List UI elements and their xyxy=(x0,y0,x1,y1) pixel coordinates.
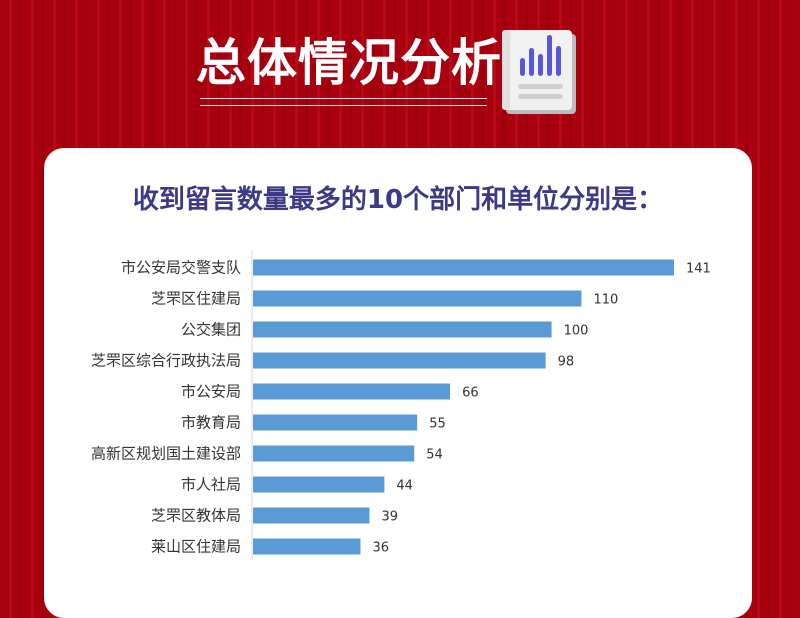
category-label: 市教育局 xyxy=(181,414,241,432)
data-label: 141 xyxy=(686,262,711,277)
category-label: 市人社局 xyxy=(181,476,241,494)
category-label: 市公安局交警支队 xyxy=(121,259,241,277)
category-label: 莱山区住建局 xyxy=(151,538,241,556)
bar xyxy=(253,352,546,369)
data-label: 44 xyxy=(396,479,413,494)
icon-bars xyxy=(520,35,561,76)
bar xyxy=(253,414,418,431)
chart-title: 收到留言数量最多的10个部门和单位分别是： xyxy=(132,185,664,215)
page-title: 总体情况分析 xyxy=(196,34,502,92)
data-label: 39 xyxy=(381,510,398,525)
data-label: 55 xyxy=(429,417,446,432)
bar xyxy=(253,538,361,555)
content-card: 收到留言数量最多的10个部门和单位分别是： 市公安局交警支队 141 芝罘区住建局 1… xyxy=(44,148,752,618)
category-label: 市公安局 xyxy=(181,383,241,401)
data-label: 110 xyxy=(593,293,618,308)
bar xyxy=(253,321,552,338)
bar-chart-report-icon xyxy=(502,30,576,114)
bar xyxy=(253,259,674,276)
bar xyxy=(253,383,451,400)
category-label: 高新区规划国土建设部 xyxy=(91,445,241,463)
category-label: 芝罘区教体局 xyxy=(151,507,241,525)
bar xyxy=(253,290,582,307)
category-label: 芝罘区住建局 xyxy=(151,290,241,308)
data-label: 100 xyxy=(564,324,589,339)
data-label: 66 xyxy=(462,386,479,401)
bar xyxy=(253,507,370,524)
data-label: 54 xyxy=(426,448,443,463)
category-label: 芝罘区综合行政执法局 xyxy=(91,352,241,370)
header: 总体情况分析 xyxy=(0,0,800,140)
category-label: 公交集团 xyxy=(181,321,241,339)
data-label: 36 xyxy=(372,541,389,556)
bar xyxy=(253,445,415,462)
bar xyxy=(253,476,385,493)
bar-chart: 市公安局交警支队 141 芝罘区住建局 110 公交集团 100 芝罘区综合行政执法局 98 市… xyxy=(91,250,711,560)
data-label: 98 xyxy=(558,355,575,370)
title-underline xyxy=(200,98,487,106)
